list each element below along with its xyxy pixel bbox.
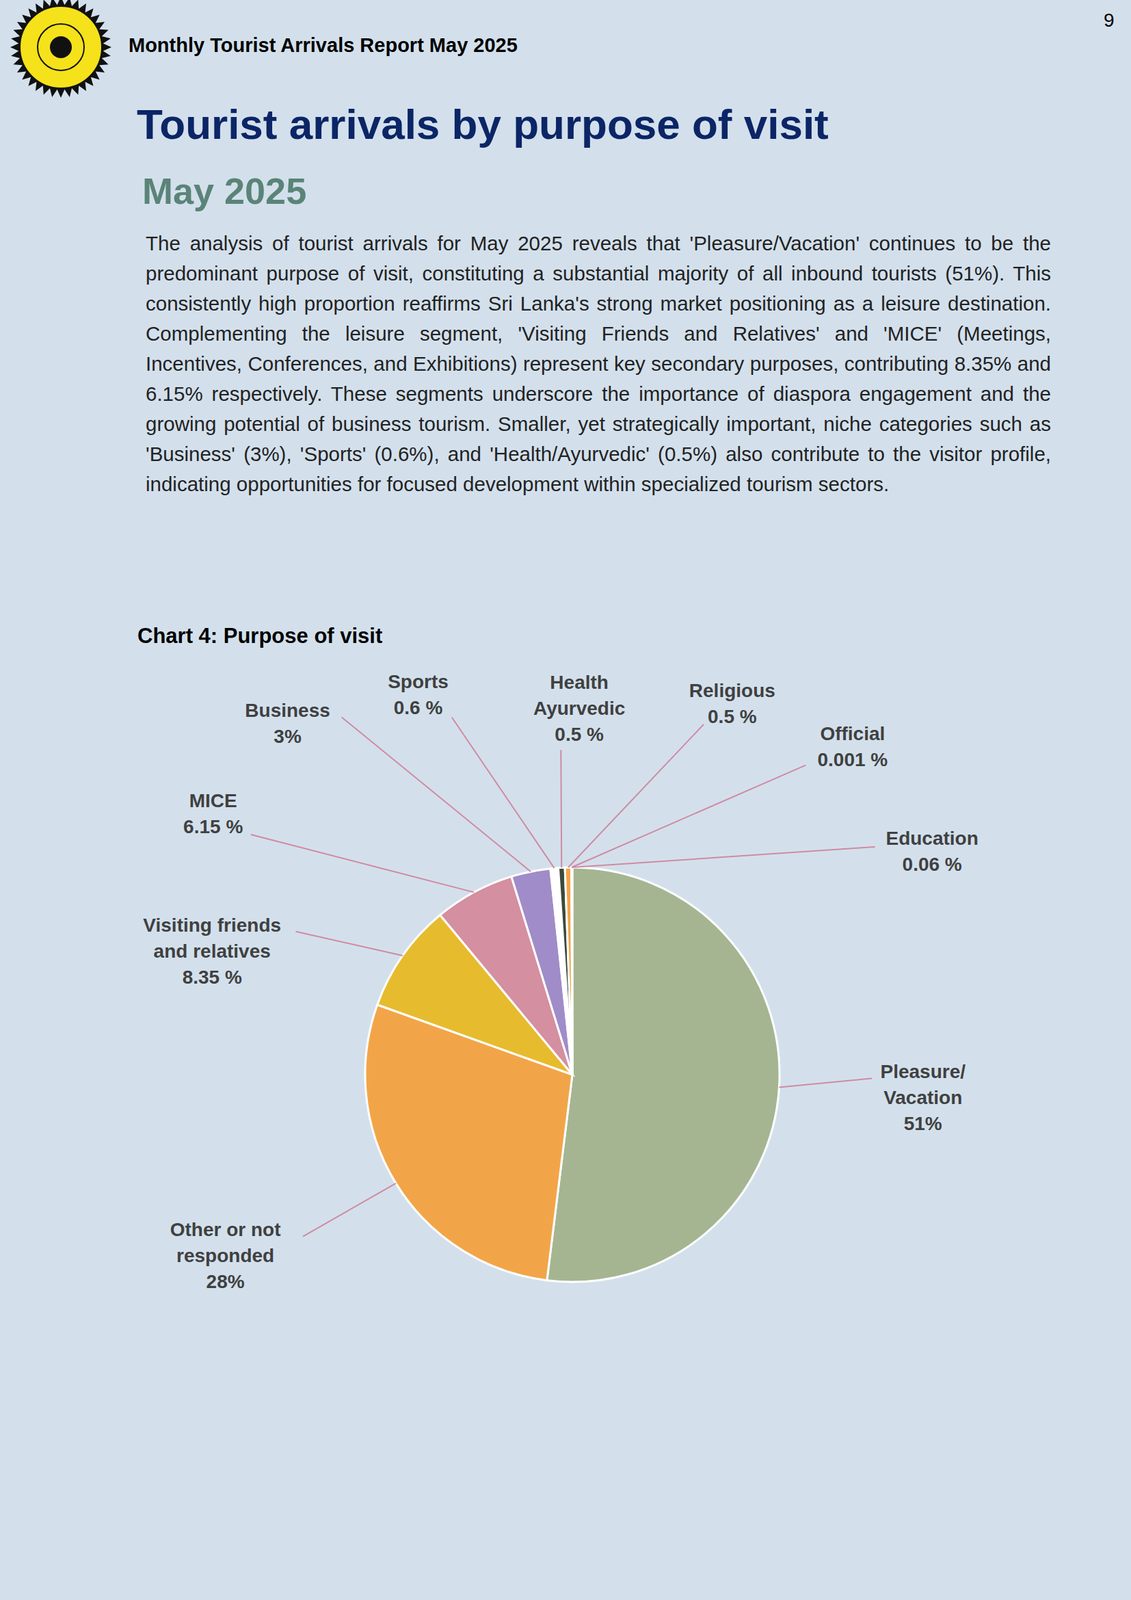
svg-text:Pleasure/Vacation51%: Pleasure/Vacation51% <box>880 1060 966 1134</box>
svg-text:Business3%: Business3% <box>244 699 331 747</box>
svg-text:MICE6.15 %: MICE6.15 % <box>183 789 243 837</box>
html-text:Chart 4: Purpose of visit: Chart 4: Purpose of visit <box>137 623 383 648</box>
html-text:9: 9 <box>1103 9 1115 31</box>
svg-text:Other or notresponded28%: Other or notresponded28% <box>170 1218 282 1292</box>
html-text:Monthly Tourist Arrivals Repor: Monthly Tourist Arrivals Report May 2025 <box>128 34 518 57</box>
svg-text:Sports0.6 %: Sports0.6 % <box>387 670 449 718</box>
html-text:The analysis of tourist arriva: The analysis of tourist arrivals for May… <box>145 231 1051 496</box>
svg-text:Official0.001 %: Official0.001 % <box>817 722 888 770</box>
svg-text:HealthAyurvedic0.5 %: HealthAyurvedic0.5 % <box>533 671 625 745</box>
svg-text:Visiting friendsand relatives8: Visiting friendsand relatives8.35 % <box>142 914 282 988</box>
html-text:May 2025: May 2025 <box>142 170 307 212</box>
svg-text:Religious0.5 %: Religious0.5 % <box>689 679 776 727</box>
html-text:Tourist arrivals by purpose of: Tourist arrivals by purpose of visit <box>136 100 829 148</box>
svg-text:Education0.06 %: Education0.06 % <box>885 827 978 875</box>
